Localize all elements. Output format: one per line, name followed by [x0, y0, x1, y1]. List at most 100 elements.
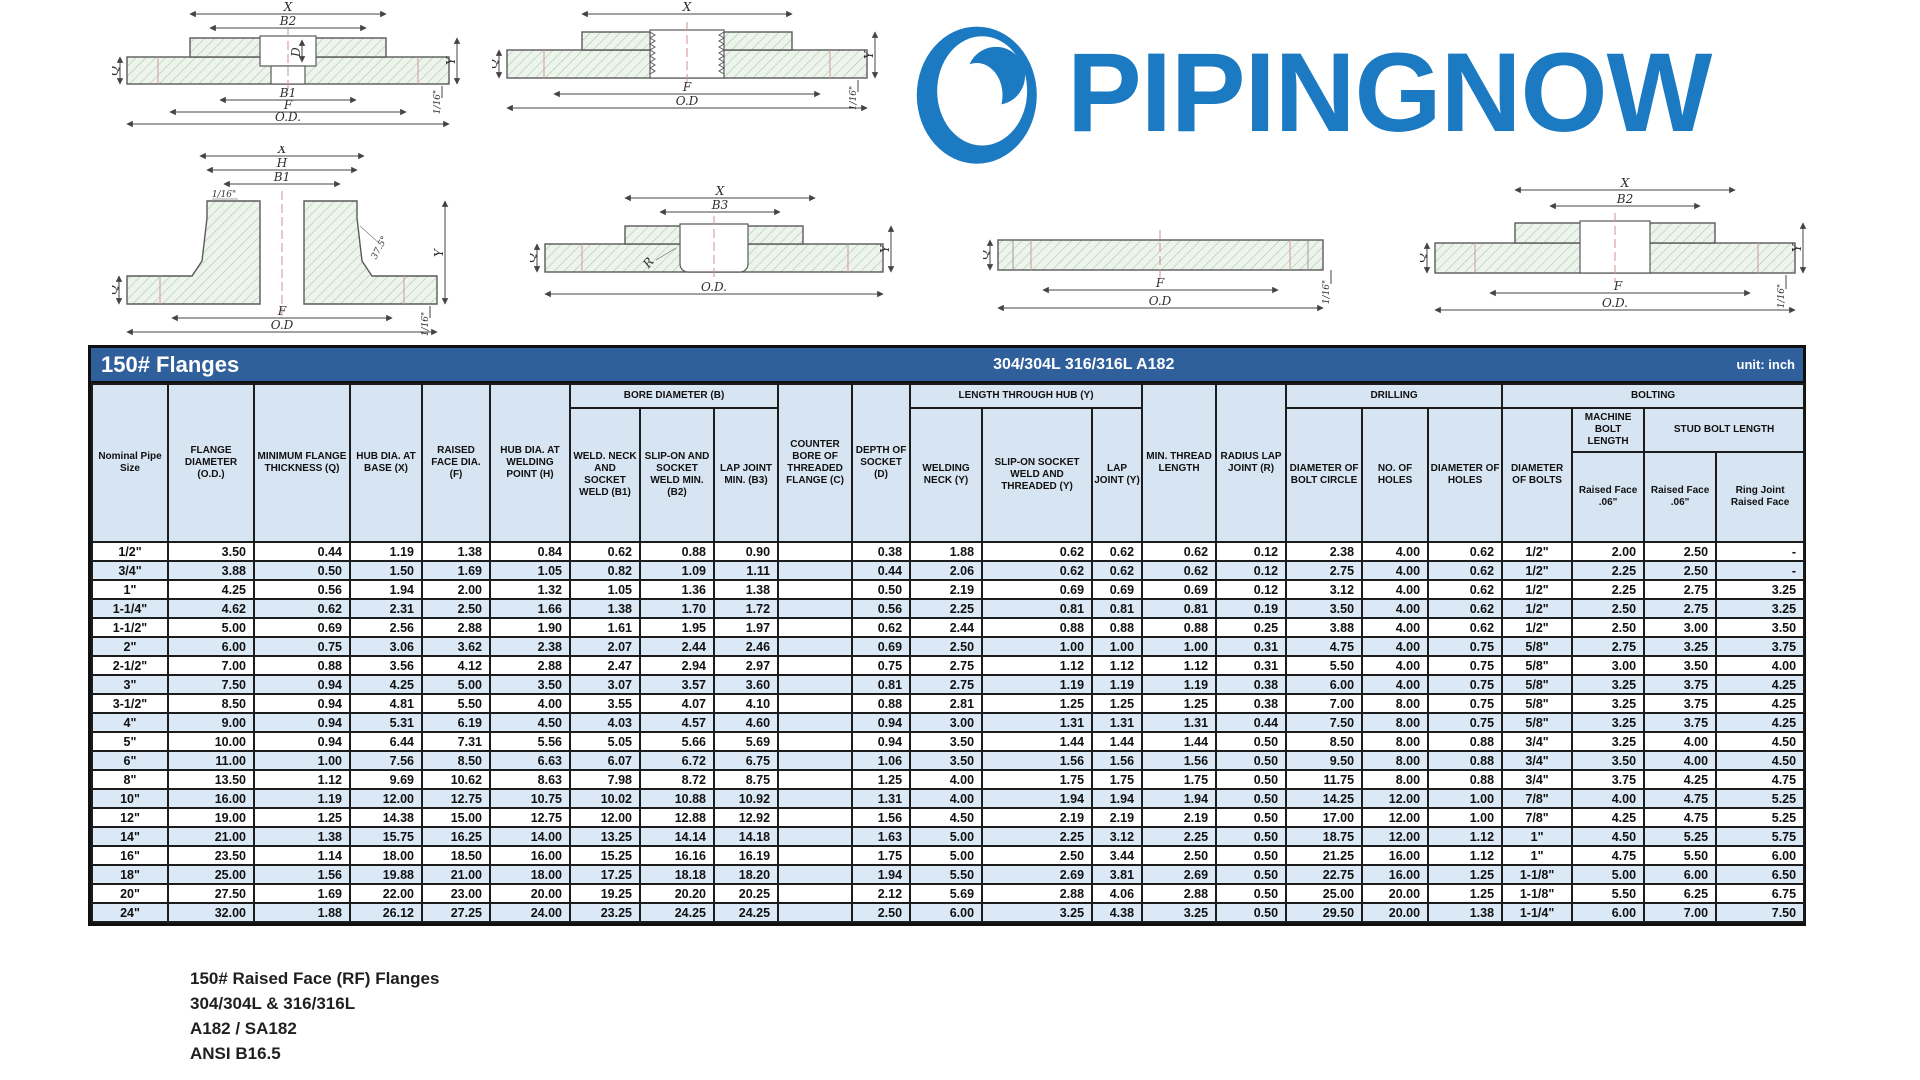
value-cell: 4.00	[1643, 750, 1718, 771]
value-cell	[777, 864, 854, 885]
value-cell: 0.62	[253, 598, 351, 619]
value-cell: 4.25	[1571, 807, 1646, 828]
value-cell: 1.56	[1141, 750, 1218, 771]
value-cell: 2.19	[1091, 807, 1144, 828]
value-cell: 0.88	[639, 541, 715, 562]
value-cell: 1.19	[981, 674, 1094, 695]
value-cell: 1.94	[851, 864, 912, 885]
value-cell: 15.00	[421, 807, 491, 828]
value-cell: 3.50	[1715, 617, 1806, 638]
value-cell: 27.50	[167, 883, 255, 904]
value-cell: 2.97	[712, 655, 780, 676]
footer-line: 304/304L & 316/316L	[190, 994, 356, 1013]
value-cell: 32.00	[167, 902, 255, 923]
dim-label-gap: 1/16"	[849, 86, 859, 110]
pipe-size-cell: 14"	[91, 826, 169, 847]
table-row: 16" 23.50 1.14 18.00 18.50 16.00 15.25 16.16 16.…	[91, 845, 1806, 866]
dim-label-gap: 1/16"	[1777, 284, 1787, 308]
value-cell: 0.69	[981, 579, 1094, 600]
value-cell: 5/8"	[1501, 655, 1574, 676]
value-cell: 3.75	[1571, 769, 1646, 790]
value-cell: 2.19	[1141, 807, 1218, 828]
value-cell: 3.25	[1141, 902, 1218, 923]
value-cell: 0.81	[1091, 598, 1144, 619]
value-cell: 8.00	[1361, 750, 1430, 771]
value-cell: 8.50	[421, 750, 491, 771]
value-cell: 14.14	[639, 826, 715, 847]
blind-flange-drawing: Q F O.D 1/16"	[983, 230, 1332, 312]
value-cell: 2.50	[421, 598, 491, 619]
value-cell: 5/8"	[1501, 674, 1574, 695]
value-cell: 2.88	[981, 883, 1094, 904]
value-cell: 3.55	[569, 693, 641, 714]
value-cell: 7.00	[1285, 693, 1364, 714]
value-cell: 3.00	[909, 712, 984, 733]
value-cell: 3.75	[1715, 636, 1806, 657]
value-cell	[777, 617, 854, 638]
value-cell: 2.50	[1571, 617, 1646, 638]
value-cell: 8.63	[489, 769, 571, 790]
value-cell: 0.31	[1215, 655, 1288, 676]
value-cell: 1-1/4"	[1501, 902, 1574, 923]
value-cell: 0.88	[1141, 617, 1218, 638]
value-cell: 0.50	[1215, 826, 1288, 847]
value-cell: 0.56	[851, 598, 912, 619]
pipe-size-cell: 18"	[91, 864, 169, 885]
value-cell: 5.50	[1285, 655, 1364, 676]
value-cell: 6.00	[167, 636, 255, 657]
value-cell: 1.09	[639, 560, 715, 581]
value-cell: 8.00	[1361, 769, 1430, 790]
weld-neck-flange-drawing: X H B1 1/16" 37.5° Q F O.D Y 1/16"	[112, 146, 449, 336]
dim-label-od: O.D	[676, 94, 699, 108]
value-cell: 3.25	[1571, 674, 1646, 695]
value-cell: 1.50	[349, 560, 423, 581]
value-cell: 1.12	[1427, 826, 1504, 847]
pipe-size-cell: 1"	[91, 579, 169, 600]
value-cell: 0.75	[1427, 712, 1504, 733]
value-cell: 1.69	[421, 560, 491, 581]
dim-label-x: X	[682, 2, 692, 14]
dim-label-y: Y	[1790, 243, 1804, 252]
dim-label-b2: B2	[1616, 192, 1633, 206]
value-cell: 1.00	[253, 750, 351, 771]
value-cell: 21.00	[167, 826, 255, 847]
value-cell: 1.25	[1427, 864, 1504, 885]
value-cell: 3.75	[1643, 693, 1718, 714]
value-cell: 25.00	[1285, 883, 1364, 904]
value-cell: 0.69	[253, 617, 351, 638]
value-cell: 4.60	[712, 712, 780, 733]
value-cell: 2.81	[909, 693, 984, 714]
dim-label-q: Q	[112, 66, 121, 76]
value-cell: 27.25	[421, 902, 491, 923]
dim-label-x: X	[277, 146, 287, 156]
value-cell: 2.75	[1285, 560, 1364, 581]
value-cell	[777, 788, 854, 809]
value-cell: 16.00	[1361, 845, 1430, 866]
value-cell: 1.25	[981, 693, 1094, 714]
value-cell: 0.69	[1091, 579, 1144, 600]
value-cell: 5.66	[639, 731, 715, 752]
value-cell: 1.69	[253, 883, 351, 904]
value-cell: 14.18	[712, 826, 780, 847]
dim-label-y: Y	[862, 50, 876, 59]
pipe-size-cell: 5"	[91, 731, 169, 752]
value-cell: 5.25	[1715, 807, 1806, 828]
value-cell: 1.94	[1141, 788, 1218, 809]
value-cell: 1.19	[1141, 674, 1218, 695]
value-cell: 7.50	[167, 674, 255, 695]
value-cell: 0.62	[1091, 541, 1144, 562]
value-cell: 4.50	[1715, 750, 1806, 771]
dim-label-od: O.D	[1149, 294, 1172, 308]
value-cell	[777, 750, 854, 771]
table-row: 3-1/2" 8.50 0.94 4.81 5.50 4.00 3.55 4.07 4.10 0.…	[91, 693, 1806, 714]
value-cell: 7/8"	[1501, 788, 1574, 809]
value-cell: 2.19	[981, 807, 1094, 828]
value-cell: 2.25	[1571, 560, 1646, 581]
value-cell: 4.00	[1361, 560, 1430, 581]
value-cell: 3.00	[1643, 617, 1718, 638]
value-cell: 1.00	[1427, 788, 1504, 809]
value-cell: 1.75	[1141, 769, 1218, 790]
value-cell: 13.25	[569, 826, 641, 847]
value-cell: 0.50	[851, 579, 912, 600]
